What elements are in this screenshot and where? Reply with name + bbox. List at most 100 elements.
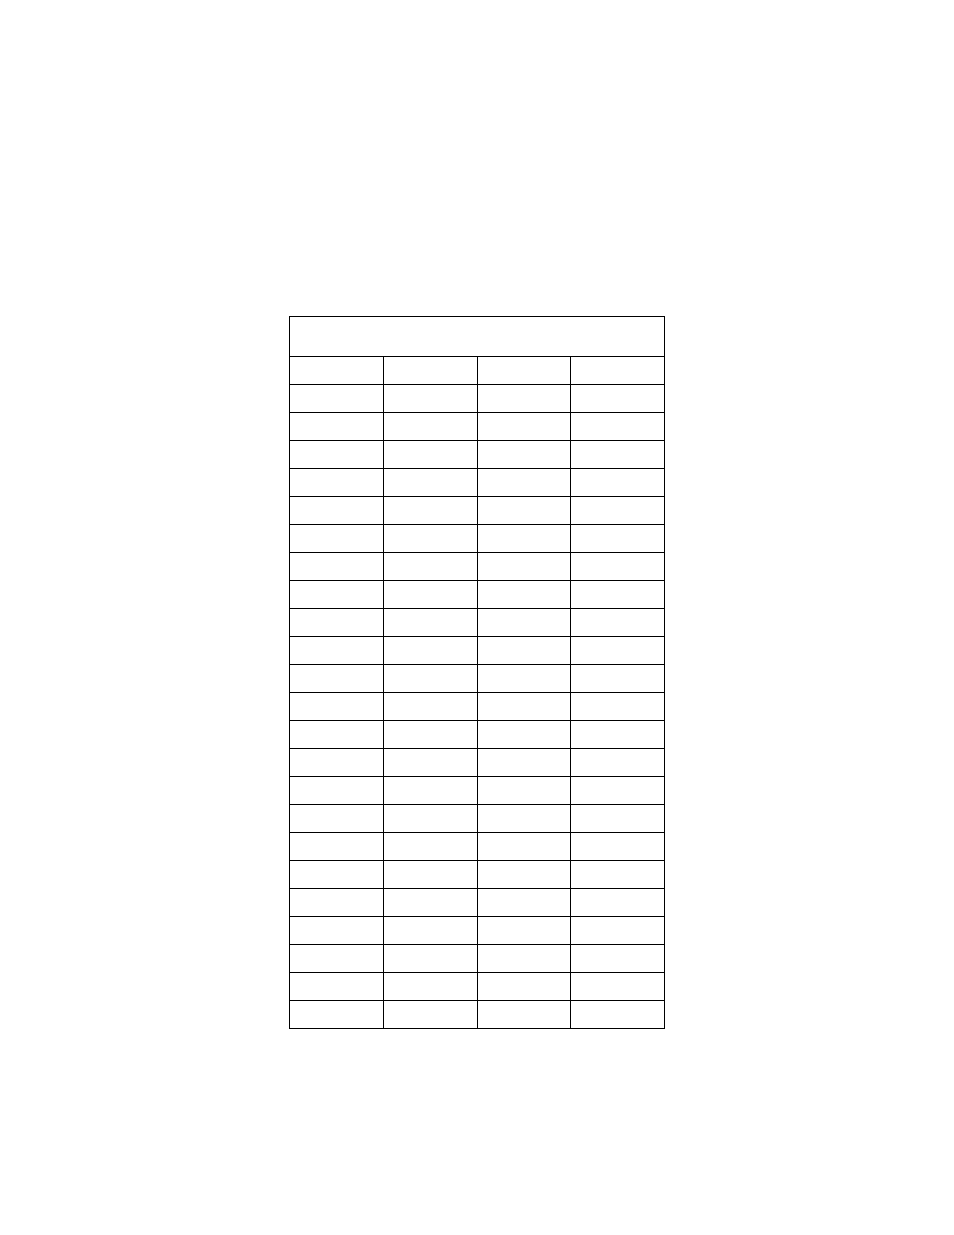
table-cell (477, 861, 571, 889)
table-row (290, 525, 665, 553)
table-cell (290, 609, 384, 637)
table-cell (290, 721, 384, 749)
table-row (290, 721, 665, 749)
table-cell (383, 469, 477, 497)
table-cell (383, 1001, 477, 1029)
table-row (290, 833, 665, 861)
table-cell (383, 889, 477, 917)
table-cell (477, 581, 571, 609)
table-row (290, 861, 665, 889)
table-row (290, 413, 665, 441)
table-row (290, 777, 665, 805)
table-cell (290, 1001, 384, 1029)
table-cell (383, 973, 477, 1001)
table-cell (383, 497, 477, 525)
table-title-cell (290, 317, 665, 357)
table-cell (290, 833, 384, 861)
table-cell (571, 581, 665, 609)
table-row (290, 1001, 665, 1029)
table-cell (571, 777, 665, 805)
table-cell (383, 693, 477, 721)
table-cell (477, 637, 571, 665)
table-cell (571, 889, 665, 917)
table-row (290, 553, 665, 581)
table-cell (477, 413, 571, 441)
table-cell (477, 749, 571, 777)
table-row (290, 749, 665, 777)
table-header-cell (383, 357, 477, 385)
table-title-row (290, 317, 665, 357)
table-header-cell (571, 357, 665, 385)
table-cell (571, 385, 665, 413)
table-cell (571, 973, 665, 1001)
table-cell (477, 721, 571, 749)
table-cell (477, 1001, 571, 1029)
table-row (290, 441, 665, 469)
table-cell (383, 861, 477, 889)
table-cell (383, 665, 477, 693)
table-cell (571, 665, 665, 693)
table-row (290, 581, 665, 609)
table-cell (477, 609, 571, 637)
table-cell (290, 497, 384, 525)
table-row (290, 889, 665, 917)
table-cell (477, 441, 571, 469)
table-cell (477, 777, 571, 805)
table-cell (383, 553, 477, 581)
table-cell (477, 973, 571, 1001)
table-cell (383, 637, 477, 665)
table-cell (290, 917, 384, 945)
table-cell (290, 973, 384, 1001)
table-cell (290, 861, 384, 889)
table-row (290, 385, 665, 413)
table-cell (477, 833, 571, 861)
table-cell (477, 693, 571, 721)
table-cell (571, 805, 665, 833)
table-cell (477, 917, 571, 945)
table-cell (477, 805, 571, 833)
table-cell (383, 805, 477, 833)
table-row (290, 665, 665, 693)
table-cell (571, 693, 665, 721)
document-page (0, 0, 954, 1235)
table-cell (383, 413, 477, 441)
table-cell (290, 693, 384, 721)
table-cell (571, 609, 665, 637)
table-body (290, 317, 665, 1029)
table-header-cell (290, 357, 384, 385)
table-cell (290, 749, 384, 777)
table-cell (290, 385, 384, 413)
table-row (290, 917, 665, 945)
table-cell (290, 413, 384, 441)
table-row (290, 497, 665, 525)
table-row (290, 945, 665, 973)
table-cell (571, 441, 665, 469)
table-cell (383, 917, 477, 945)
table-cell (571, 553, 665, 581)
table-cell (571, 1001, 665, 1029)
table-cell (290, 441, 384, 469)
table-cell (571, 917, 665, 945)
table-cell (290, 945, 384, 973)
table-cell (571, 721, 665, 749)
table-cell (383, 441, 477, 469)
table-cell (290, 665, 384, 693)
table-cell (383, 385, 477, 413)
table-row (290, 469, 665, 497)
table-cell (571, 861, 665, 889)
table-cell (477, 945, 571, 973)
table-cell (571, 525, 665, 553)
table-cell (477, 889, 571, 917)
table-cell (477, 469, 571, 497)
table-cell (290, 525, 384, 553)
table-cell (571, 833, 665, 861)
table-cell (571, 413, 665, 441)
table-cell (383, 525, 477, 553)
table-cell (477, 385, 571, 413)
table-row (290, 609, 665, 637)
table-row (290, 637, 665, 665)
table-cell (571, 749, 665, 777)
table-cell (477, 553, 571, 581)
table-cell (571, 469, 665, 497)
table-cell (383, 945, 477, 973)
